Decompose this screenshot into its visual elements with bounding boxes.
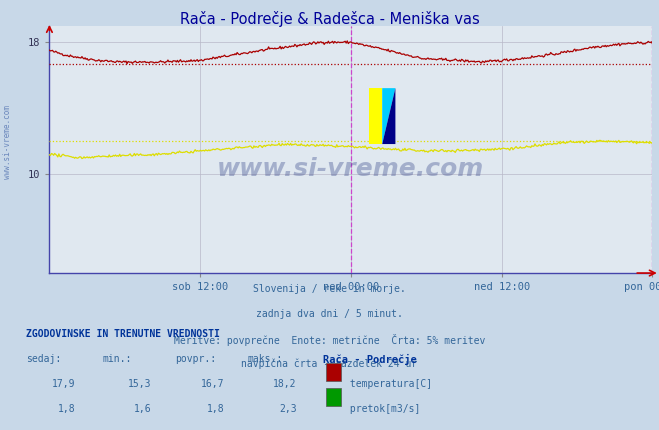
Text: 2,3: 2,3	[279, 404, 297, 414]
Text: 16,7: 16,7	[200, 379, 224, 389]
Text: 18,2: 18,2	[273, 379, 297, 389]
Text: Rača - Podrečje: Rača - Podrečje	[323, 354, 416, 365]
Text: 1,6: 1,6	[134, 404, 152, 414]
Text: min.:: min.:	[102, 354, 132, 364]
Text: www.si-vreme.com: www.si-vreme.com	[217, 157, 484, 181]
Text: 17,9: 17,9	[52, 379, 76, 389]
Text: 1,8: 1,8	[206, 404, 224, 414]
Text: Slovenija / reke in morje.: Slovenija / reke in morje.	[253, 284, 406, 294]
Text: zadnja dva dni / 5 minut.: zadnja dva dni / 5 minut.	[256, 309, 403, 319]
Text: temperatura[C]: temperatura[C]	[344, 379, 432, 389]
Text: Meritve: povprečne  Enote: metrične  Črta: 5% meritev: Meritve: povprečne Enote: metrične Črta:…	[174, 334, 485, 346]
Text: maks.:: maks.:	[247, 354, 282, 364]
Text: pretok[m3/s]: pretok[m3/s]	[344, 404, 420, 414]
Text: navpična črta - razdelek 24 ur: navpična črta - razdelek 24 ur	[241, 359, 418, 369]
Text: www.si-vreme.com: www.si-vreme.com	[3, 105, 13, 179]
Text: 1,8: 1,8	[58, 404, 76, 414]
Text: 15,3: 15,3	[128, 379, 152, 389]
Text: ZGODOVINSKE IN TRENUTNE VREDNOSTI: ZGODOVINSKE IN TRENUTNE VREDNOSTI	[26, 329, 220, 339]
Text: povpr.:: povpr.:	[175, 354, 215, 364]
Text: sedaj:: sedaj:	[26, 354, 61, 364]
Text: Rača - Podrečje & Radešca - Meniška vas: Rača - Podrečje & Radešca - Meniška vas	[180, 11, 479, 27]
